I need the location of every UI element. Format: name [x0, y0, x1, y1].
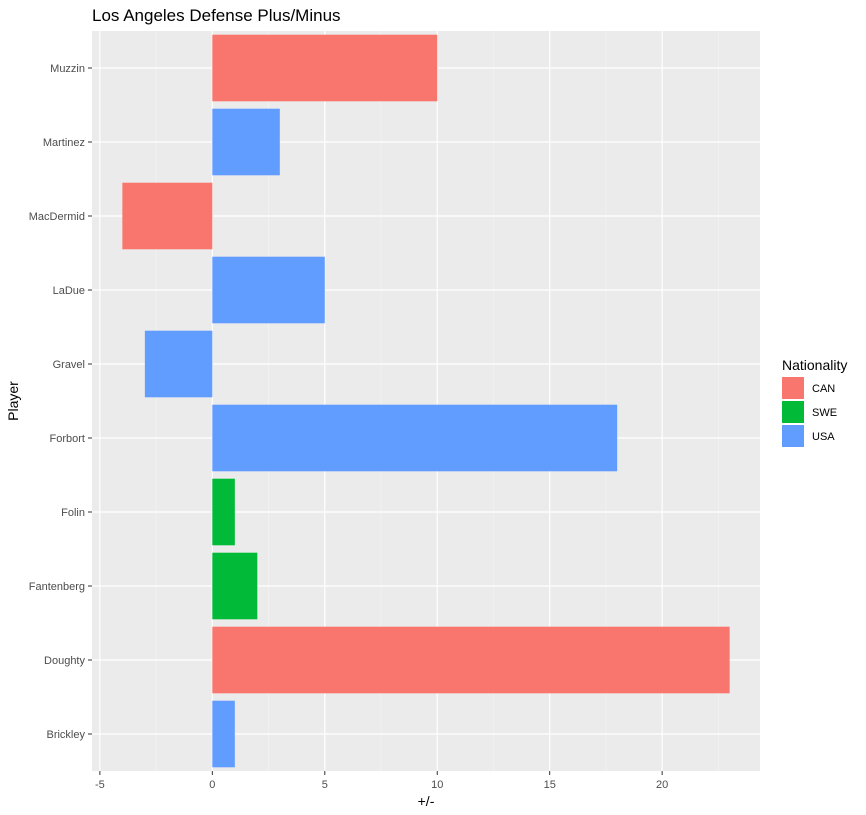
bar-ladue — [212, 256, 325, 324]
x-tick-label: 5 — [322, 779, 328, 791]
bar-fantenberg — [212, 552, 258, 620]
y-tick-label: MacDermid — [29, 211, 85, 223]
x-axis-title: +/- — [418, 793, 435, 809]
x-tick-label: -5 — [95, 779, 105, 791]
legend-key-usa — [782, 425, 804, 447]
legend-key-can — [782, 377, 804, 399]
bar-gravel — [144, 330, 213, 398]
y-tick-label: Gravel — [53, 359, 85, 371]
x-tick-label: 0 — [209, 779, 215, 791]
bar-martinez — [212, 108, 280, 176]
x-axis: -5 0 5 10 15 20 — [95, 771, 668, 791]
bar-folin — [212, 478, 235, 546]
legend: Nationality CAN SWE USA — [782, 357, 847, 447]
y-tick-label: Forbort — [50, 433, 85, 445]
legend-title: Nationality — [782, 357, 847, 373]
legend-label: SWE — [812, 407, 837, 419]
x-tick-label: 15 — [544, 779, 556, 791]
bars — [122, 34, 730, 768]
chart-title: Los Angeles Defense Plus/Minus — [92, 6, 341, 25]
y-tick-label: Folin — [61, 507, 85, 519]
y-tick-label: LaDue — [53, 285, 85, 297]
bar-doughty — [212, 626, 730, 694]
x-tick-label: 10 — [431, 779, 443, 791]
y-tick-label: Martinez — [43, 137, 85, 149]
y-tick-label: Doughty — [44, 655, 85, 667]
bar-muzzin — [212, 34, 438, 102]
y-axis-title: Player — [5, 381, 21, 421]
x-tick-label: 20 — [656, 779, 668, 791]
y-tick-label: Fantenberg — [29, 581, 85, 593]
y-axis: Brickley Doughty Fantenberg Folin Forbort Gra… — [29, 63, 92, 741]
bar-brickley — [212, 700, 235, 768]
y-tick-label: Brickley — [46, 729, 85, 741]
y-tick-label: Muzzin — [50, 63, 85, 75]
legend-label: CAN — [812, 383, 835, 395]
legend-label: USA — [812, 431, 835, 443]
bar-forbort — [212, 404, 618, 472]
bar-macdermid — [122, 182, 213, 250]
legend-key-swe — [782, 401, 804, 423]
